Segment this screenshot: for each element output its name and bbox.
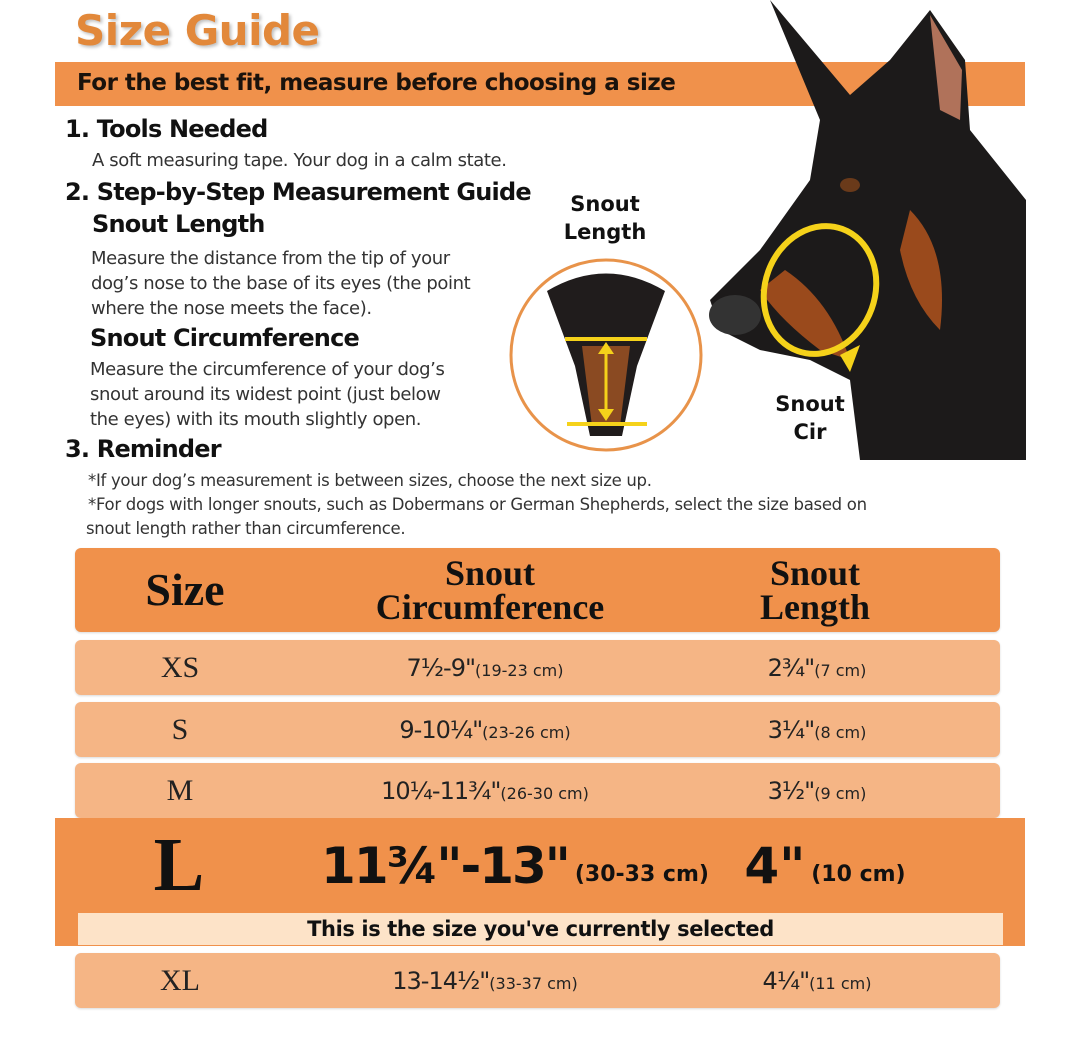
doberman-photo — [709, 0, 1026, 460]
len-in: 3½" — [767, 776, 816, 805]
size-cell: XS — [160, 650, 200, 684]
snout-length-label: Snout Length — [555, 190, 655, 246]
reminder-line: *If your dog’s measurement is between si… — [88, 471, 652, 490]
text-line: where the nose meets the face). — [91, 298, 372, 319]
len-cell: 2¾" (7 cm) — [768, 640, 867, 695]
header-line: Snout — [769, 553, 861, 593]
circ-cm: (26-30 cm) — [500, 784, 589, 803]
text-line: dog’s nose to the base of its eyes (the … — [91, 273, 471, 294]
banner-text: For the best fit, measure before choosin… — [77, 70, 676, 96]
snout-length-text: Measure the distance from the tip of you… — [91, 246, 471, 321]
label-line: Cir — [793, 420, 827, 444]
header-line: Length — [759, 587, 871, 627]
reminder-line: snout length rather than circumference. — [86, 519, 406, 538]
label-line: Snout — [775, 392, 845, 416]
len-in: 2¾" — [767, 653, 816, 682]
len-cell: 4" (10 cm) — [744, 818, 905, 913]
circ-cm: (33-37 cm) — [489, 974, 578, 993]
label-line: Length — [563, 220, 647, 244]
len-in: 4¼" — [762, 966, 811, 995]
text-line: snout around its widest point (just belo… — [90, 384, 441, 405]
circ-cell: 10¼-11¾" (26-30 cm) — [381, 763, 589, 818]
table-row-l-selected[interactable]: L 11¾"-13" (30-33 cm) 4" (10 cm) This is t… — [55, 818, 1025, 946]
table-row-s[interactable]: S 9-10¼" (23-26 cm) 3¼" (8 cm) — [75, 702, 1000, 757]
len-cell: 4¼" (11 cm) — [763, 953, 872, 1008]
table-row-m[interactable]: M 10¼-11¾" (26-30 cm) 3½" (9 cm) — [75, 763, 1000, 818]
snout-circ-title: Snout Circumference — [90, 324, 360, 352]
text-line: the eyes) with its mouth slightly open. — [90, 409, 422, 430]
len-cm: (8 cm) — [814, 723, 867, 742]
len-in: 4" — [744, 836, 806, 895]
circ-in: 11¾"-13" — [321, 836, 571, 895]
step3-title: 3. Reminder — [65, 435, 222, 463]
circ-cm: (30-33 cm) — [574, 862, 709, 887]
step1-text: A soft measuring tape. Your dog in a cal… — [92, 150, 507, 171]
len-cell: 3½" (9 cm) — [768, 763, 867, 818]
size-cell: M — [166, 773, 194, 807]
size-cell: S — [171, 712, 189, 746]
circ-in: 13-14½" — [392, 966, 490, 995]
label-line: Snout — [570, 192, 640, 216]
header-line: Circumference — [375, 587, 605, 627]
header-length: Snout Length — [760, 548, 870, 632]
len-cm: (10 cm) — [811, 862, 906, 887]
table-row-xs[interactable]: XS 7½-9" (19-23 cm) 2¾" (7 cm) — [75, 640, 1000, 695]
len-cm: (7 cm) — [814, 661, 867, 680]
len-in: 3¼" — [767, 715, 816, 744]
header-line: Snout — [444, 553, 536, 593]
circ-cm: (23-26 cm) — [482, 723, 571, 742]
circ-cell: 11¾"-13" (30-33 cm) — [321, 818, 709, 913]
size-cell: L — [153, 823, 205, 907]
len-cm: (11 cm) — [809, 974, 872, 993]
reminder-line: *For dogs with longer snouts, such as Do… — [88, 495, 867, 514]
header-size: Size — [145, 564, 225, 615]
len-cell: 3¼" (8 cm) — [768, 702, 867, 757]
text-line: Measure the circumference of your dog’s — [90, 359, 445, 380]
len-cm: (9 cm) — [814, 784, 867, 803]
step2-title: 2. Step-by-Step Measurement Guide — [65, 178, 532, 206]
circ-cell: 13-14½" (33-37 cm) — [392, 953, 578, 1008]
circ-in: 9-10¼" — [399, 715, 483, 744]
reminders: *If your dog’s measurement is between si… — [86, 469, 867, 541]
table-header: Size Snout Circumference Snout Length — [75, 548, 1000, 632]
snout-cir-label: Snout Cir — [760, 390, 860, 446]
snout-length-title: Snout Length — [92, 210, 265, 238]
circ-cell: 7½-9" (19-23 cm) — [407, 640, 564, 695]
table-row-xl[interactable]: XL 13-14½" (33-37 cm) 4¼" (11 cm) — [75, 953, 1000, 1008]
snout-length-diagram — [509, 258, 703, 452]
text-line: Measure the distance from the tip of you… — [91, 248, 450, 269]
size-cell: XL — [160, 963, 200, 997]
circ-cm: (19-23 cm) — [475, 661, 564, 680]
selected-size-note: This is the size you've currently select… — [78, 913, 1003, 945]
circ-in: 10¼-11¾" — [381, 776, 501, 805]
snout-circ-text: Measure the circumference of your dog’s … — [90, 357, 445, 432]
step1-title: 1. Tools Needed — [65, 115, 268, 143]
page-title: Size Guide — [75, 6, 320, 55]
circ-in: 7½-9" — [406, 653, 476, 682]
circ-cell: 9-10¼" (23-26 cm) — [399, 702, 570, 757]
header-circ: Snout Circumference — [376, 548, 605, 632]
